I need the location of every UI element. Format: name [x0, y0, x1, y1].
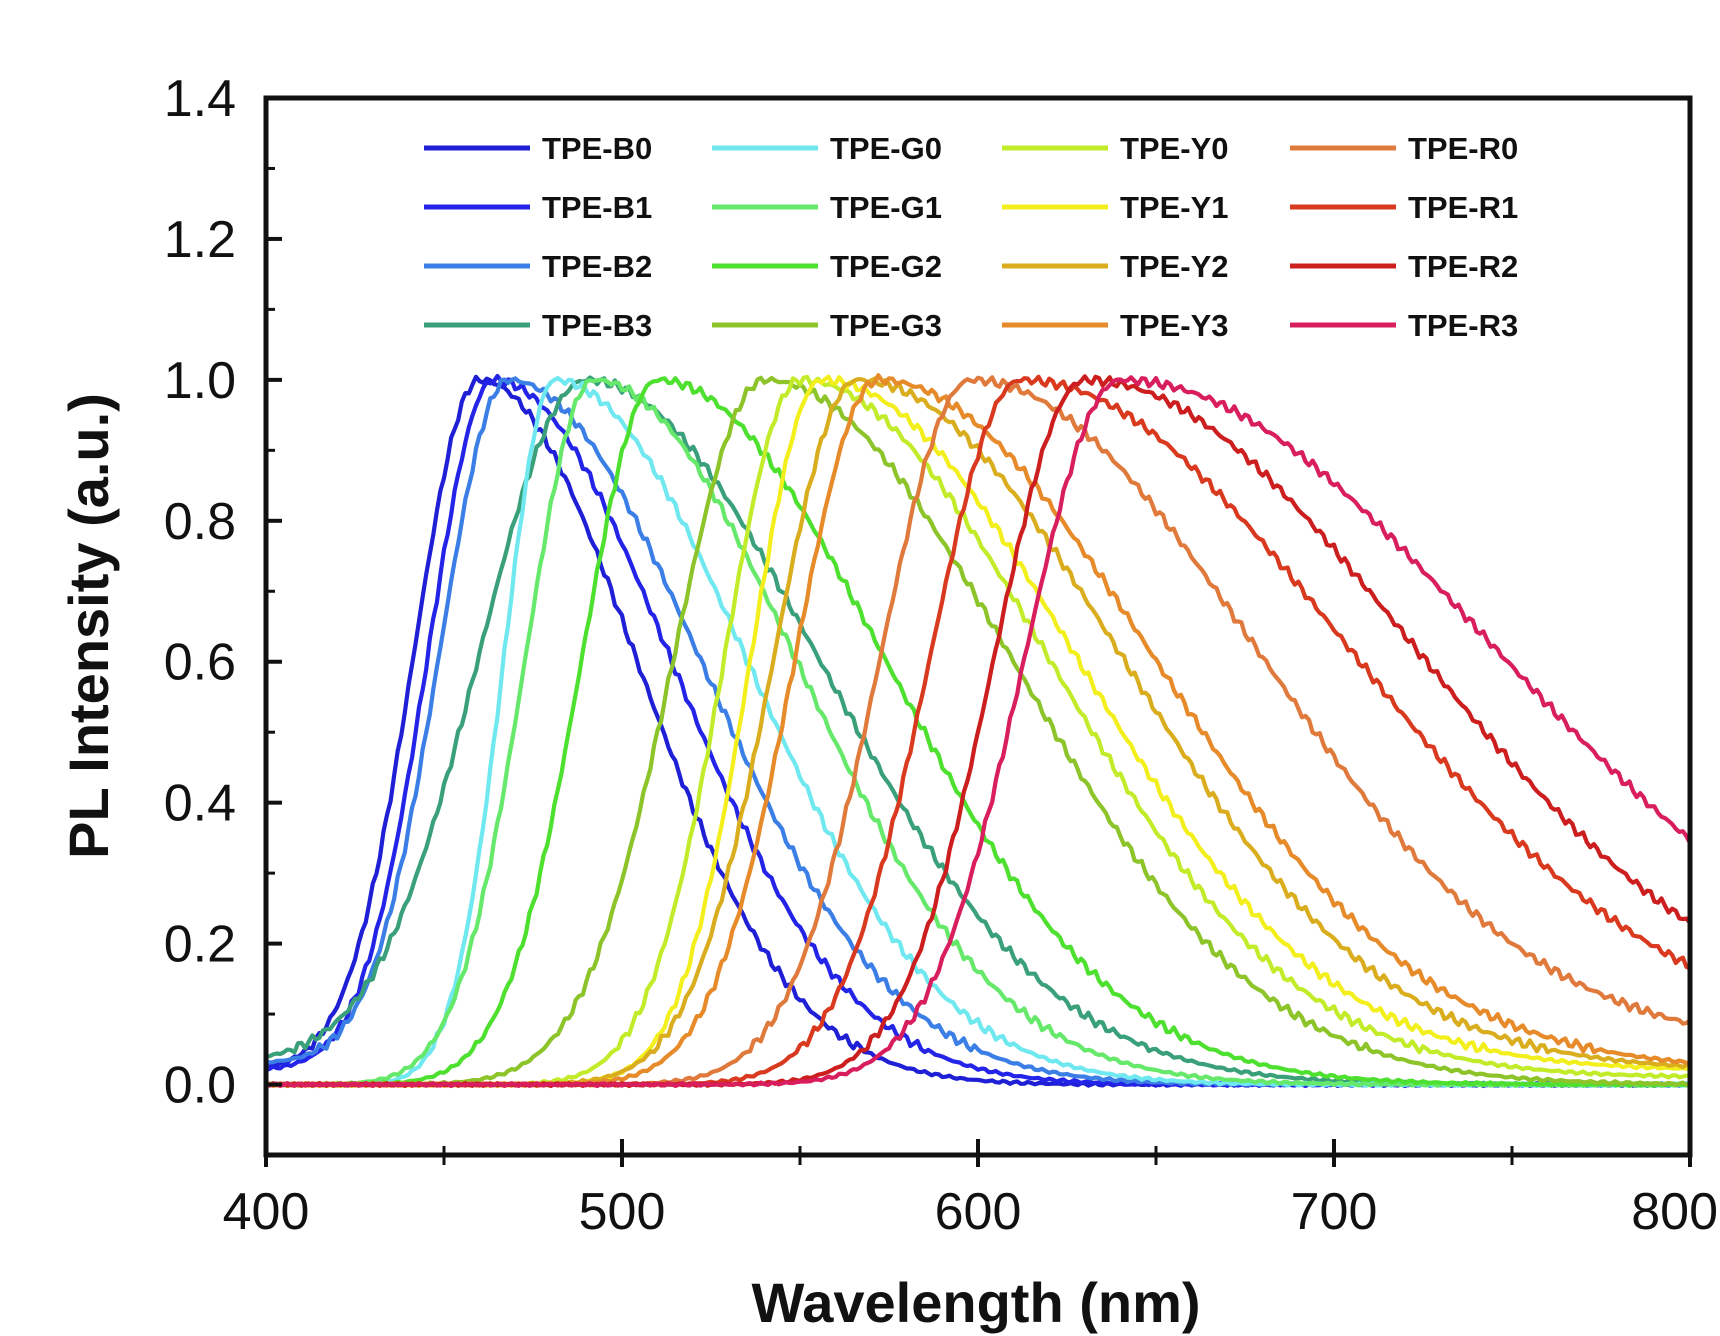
y-tick-label: 1.0 [164, 352, 236, 410]
series-line-tpe-r3 [266, 375, 1690, 1089]
legend-item-tpe-g3: TPE-G3 [712, 308, 942, 343]
legend-label: TPE-Y1 [1120, 190, 1229, 225]
series-layer [266, 373, 1690, 1089]
legend-label: TPE-R1 [1408, 190, 1518, 225]
legend-item-tpe-g1: TPE-G1 [712, 190, 942, 225]
legend-label: TPE-Y3 [1120, 308, 1229, 343]
legend-item-tpe-b0: TPE-B0 [424, 131, 652, 166]
legend-item-tpe-r2: TPE-R2 [1290, 249, 1518, 284]
legend-label: TPE-G1 [830, 190, 942, 225]
legend-label: TPE-Y0 [1120, 131, 1229, 166]
legend-item-tpe-b3: TPE-B3 [424, 308, 652, 343]
legend-item-tpe-r3: TPE-R3 [1290, 308, 1518, 343]
legend-item-tpe-b1: TPE-B1 [424, 190, 652, 225]
ticks-layer: 0.0 0.2 0.4 0.6 0.8 1.0 1.2 1.4 400 500 600 700 800 [164, 70, 1718, 1241]
x-tick-label: 500 [579, 1183, 666, 1241]
legend-label: TPE-G0 [830, 131, 942, 166]
x-tick-label: 600 [935, 1183, 1022, 1241]
legend-item-tpe-r1: TPE-R1 [1290, 190, 1518, 225]
y-tick-label: 0.6 [164, 634, 236, 692]
series-line-tpe-g2 [266, 376, 1690, 1088]
legend-label: TPE-R3 [1408, 308, 1518, 343]
legend-item-tpe-y2: TPE-Y2 [1002, 249, 1229, 284]
legend-label: TPE-R0 [1408, 131, 1518, 166]
series-line-tpe-r2 [266, 374, 1690, 1089]
y-tick-label: 0.8 [164, 493, 236, 551]
legend-label: TPE-B0 [542, 131, 652, 166]
y-tick-label: 0.4 [164, 775, 236, 833]
legend-item-tpe-y0: TPE-Y0 [1002, 131, 1229, 166]
legend-label: TPE-G2 [830, 249, 942, 284]
legend-item-tpe-g0: TPE-G0 [712, 131, 942, 166]
y-tick-label: 0.0 [164, 1057, 236, 1115]
legend-item-tpe-b2: TPE-B2 [424, 249, 652, 284]
legend-item-tpe-y1: TPE-Y1 [1002, 190, 1229, 225]
legend-item-tpe-r0: TPE-R0 [1290, 131, 1518, 166]
legend-item-tpe-y3: TPE-Y3 [1002, 308, 1229, 343]
legend-item-tpe-g2: TPE-G2 [712, 249, 942, 284]
legend-label: TPE-B3 [542, 308, 652, 343]
x-tick-label: 700 [1291, 1183, 1378, 1241]
x-tick-label: 800 [1631, 1183, 1718, 1241]
legend-label: TPE-Y2 [1120, 249, 1229, 284]
x-tick-label: 400 [223, 1183, 310, 1241]
x-axis-title: Wavelength (nm) [751, 1271, 1200, 1334]
y-axis-title: PL Intensity (a.u.) [57, 393, 120, 859]
legend-label: TPE-R2 [1408, 249, 1518, 284]
legend-label: TPE-G3 [830, 308, 942, 343]
series-line-tpe-g3 [266, 375, 1690, 1088]
y-tick-label: 1.4 [164, 70, 236, 128]
y-tick-label: 1.2 [164, 211, 236, 269]
legend-label: TPE-B2 [542, 249, 652, 284]
legend: TPE-B0 TPE-B1 TPE-B2 TPE-B3 TPE-G0 TPE-G1 TPE-… [424, 131, 1518, 343]
legend-label: TPE-B1 [542, 190, 652, 225]
y-tick-label: 0.2 [164, 916, 236, 974]
